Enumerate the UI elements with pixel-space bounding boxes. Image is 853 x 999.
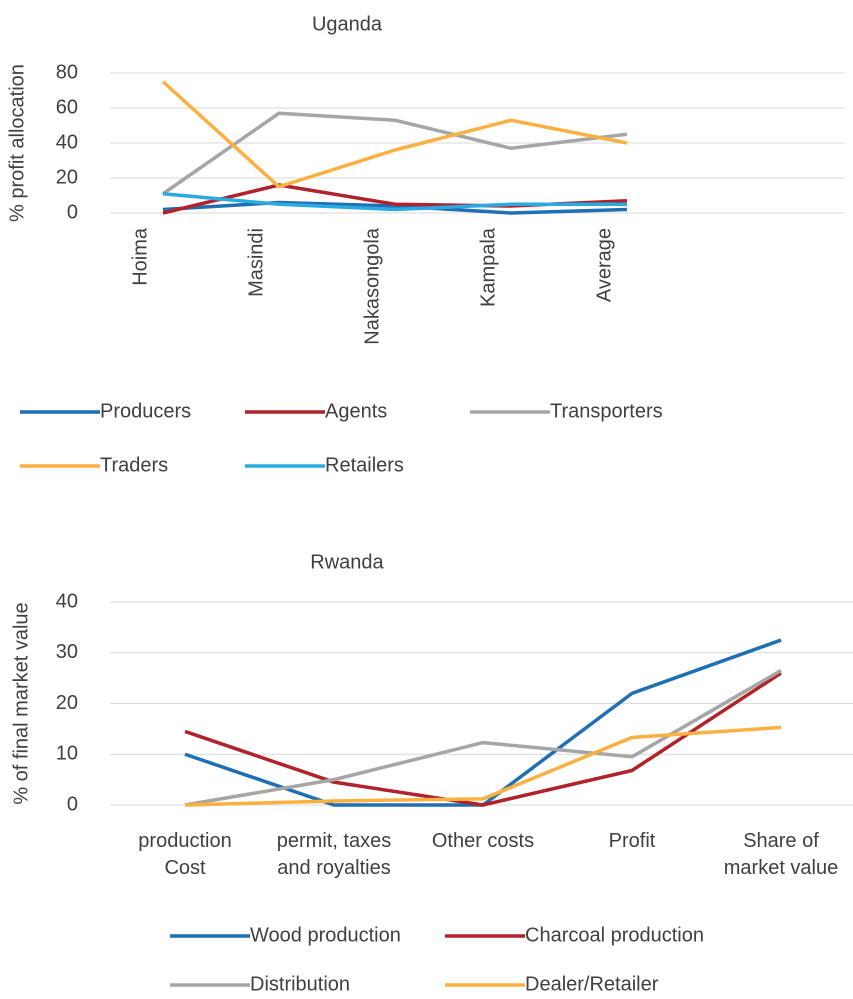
legend-label: Distribution bbox=[250, 973, 350, 995]
y-axis-label: % profit allocation bbox=[6, 64, 28, 222]
x-tick-label: Other costs bbox=[431, 830, 535, 852]
x-tick-label: Masindi bbox=[245, 228, 267, 297]
y-tick-label: 80 bbox=[56, 61, 78, 83]
x-tick-label: Hoima bbox=[129, 227, 151, 286]
y-tick-label: 0 bbox=[67, 201, 78, 223]
legend-label: Producers bbox=[100, 400, 191, 422]
series-line bbox=[184, 668, 782, 807]
legend-label: Dealer/Retailer bbox=[525, 973, 659, 995]
legend-label: Agents bbox=[325, 400, 387, 422]
x-tick-label: production Cost bbox=[138, 830, 232, 879]
x-tick-label: permit, taxes and royalties bbox=[276, 830, 392, 879]
y-tick-label: 30 bbox=[56, 641, 78, 663]
series-line bbox=[162, 111, 628, 196]
x-tick-label: Share of market value bbox=[723, 830, 839, 879]
y-tick-label: 20 bbox=[56, 692, 78, 714]
series-line bbox=[161, 80, 628, 189]
legend-label: Wood production bbox=[250, 924, 401, 946]
chart-title: Rwanda bbox=[310, 551, 384, 573]
y-tick-label: 20 bbox=[56, 166, 78, 188]
x-tick-label: Kampala bbox=[477, 227, 499, 307]
series-line bbox=[184, 671, 782, 807]
x-tick-label: Nakasongola bbox=[361, 227, 383, 345]
legend-label: Retailers bbox=[325, 454, 404, 476]
series-line bbox=[162, 192, 627, 212]
legend-label: Charcoal production bbox=[525, 924, 704, 946]
y-tick-label: 60 bbox=[56, 96, 78, 118]
y-axis-label: % of final market value bbox=[10, 602, 32, 804]
x-tick-label: Profit bbox=[608, 830, 656, 852]
x-tick-label: Average bbox=[593, 228, 615, 302]
legend-label: Traders bbox=[100, 454, 168, 476]
chart-title: Uganda bbox=[312, 13, 383, 35]
y-tick-label: 10 bbox=[56, 743, 78, 765]
legend-label: Transporters bbox=[550, 400, 663, 422]
y-tick-label: 40 bbox=[56, 131, 78, 153]
y-tick-label: 0 bbox=[67, 793, 78, 815]
y-tick-label: 40 bbox=[56, 590, 78, 612]
series-line bbox=[184, 725, 782, 807]
